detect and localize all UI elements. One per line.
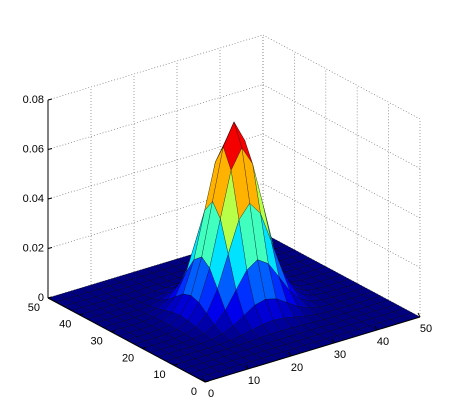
z-tick-label: 0.02 (23, 242, 44, 254)
x-tick-label: 50 (420, 323, 432, 335)
y-tick-label: 30 (91, 336, 103, 348)
tick-mark (417, 312, 421, 318)
tick-mark (245, 364, 249, 370)
z-tick-label: 0 (38, 292, 44, 304)
tick-mark (331, 338, 335, 344)
z-tick-label: 0.04 (23, 193, 44, 205)
x-tick-label: 40 (377, 336, 389, 348)
z-tick-label: 0.06 (23, 143, 44, 155)
y-tick-label: 20 (122, 352, 134, 364)
z-tick-label: 0.08 (23, 94, 44, 106)
tick-mark (47, 148, 53, 150)
y-tick-label: 10 (153, 369, 165, 381)
grid-line (262, 34, 421, 120)
y-tick-label: 40 (59, 319, 71, 331)
tick-mark (204, 380, 210, 383)
x-tick-label: 30 (334, 349, 346, 361)
axis-line (204, 316, 421, 383)
tick-mark (47, 98, 53, 101)
tick-mark (47, 296, 53, 299)
y-tick-label: 0 (191, 386, 197, 398)
tick-mark (288, 351, 292, 357)
grid-line (47, 34, 264, 101)
x-tick-label: 20 (291, 362, 303, 374)
tick-mark (173, 363, 178, 366)
tick-mark (47, 197, 53, 200)
grid-line (262, 133, 421, 219)
tick-mark (79, 313, 84, 316)
axis-line (47, 297, 206, 383)
tick-mark (142, 346, 147, 349)
grid-line (262, 84, 421, 169)
tick-mark (374, 325, 378, 331)
y-tick-label: 50 (28, 302, 40, 314)
x-tick-label: 10 (248, 375, 260, 387)
tick-mark (47, 247, 53, 249)
x-tick-label: 0 (208, 388, 214, 400)
tick-mark (110, 330, 115, 333)
tick-mark (202, 377, 206, 383)
